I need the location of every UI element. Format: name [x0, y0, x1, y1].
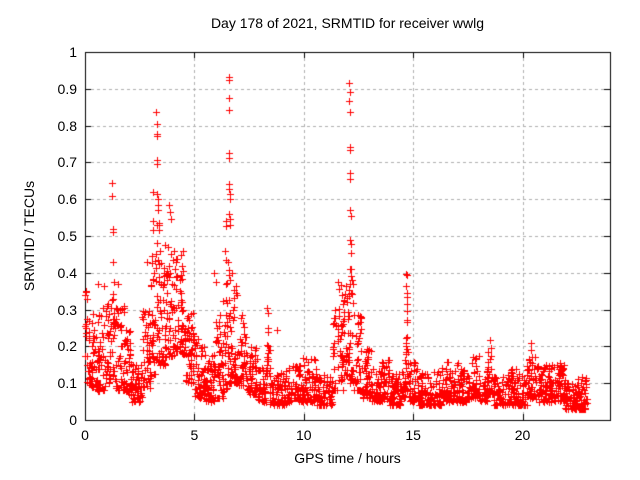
y-tick-label: 0 [69, 412, 77, 428]
x-tick-label: 10 [295, 427, 312, 443]
y-tick-label: 1 [69, 44, 77, 60]
y-tick-label: 0.3 [57, 301, 77, 318]
x-tick-label: 20 [514, 427, 531, 443]
chart-title: Day 178 of 2021, SRMTID for receiver wwl… [210, 15, 485, 31]
y-tick-label: 0.7 [57, 154, 77, 171]
y-tick-label: 0.9 [57, 80, 77, 97]
y-tick-label: 0.6 [57, 191, 77, 208]
y-tick-label: 0.2 [57, 338, 77, 355]
x-tick-label: 15 [405, 427, 421, 443]
y-tick-label: 0.4 [57, 264, 77, 281]
y-tick-label: 0.8 [57, 117, 77, 134]
x-axis-label: GPS time / hours [294, 450, 401, 466]
y-tick-label: 0.5 [57, 228, 77, 244]
x-tick-label: 5 [190, 427, 199, 443]
y-tick-label: 0.1 [57, 375, 77, 392]
x-tick-label: 0 [81, 427, 89, 443]
